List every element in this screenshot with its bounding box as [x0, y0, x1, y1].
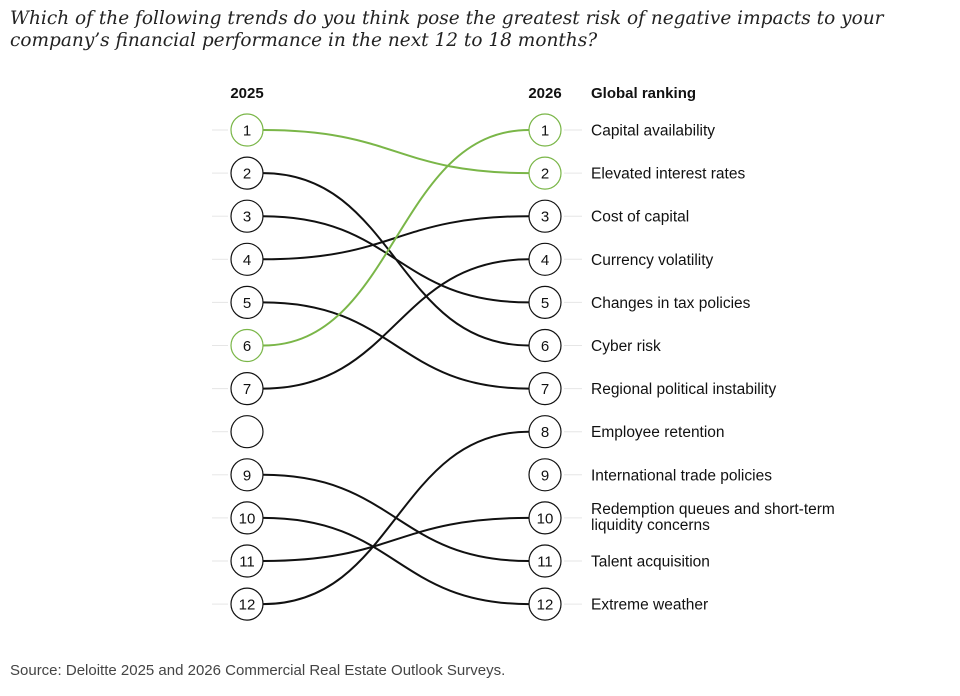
trend-label: Employee retention — [591, 424, 725, 441]
rank-circle-2026 — [528, 113, 562, 147]
header-global-ranking: Global ranking — [591, 85, 696, 102]
rank-number-2026: 2 — [541, 166, 549, 183]
rank-number-2026: 10 — [537, 510, 554, 527]
rank-circle-2026 — [528, 242, 562, 276]
chart-question-title: Which of the following trends do you thi… — [10, 8, 884, 51]
rank-circle-2025 — [230, 587, 264, 621]
connector-line — [262, 258, 530, 390]
rank-circle-2025 — [230, 501, 264, 535]
trend-label: Changes in tax policies — [591, 295, 751, 312]
rank-circle-2026 — [528, 285, 562, 319]
rank-number-2025: 10 — [239, 510, 256, 527]
rank-circle-2025 — [230, 285, 264, 319]
rank-circle-2026 — [528, 372, 562, 406]
rank-circle-2026 — [528, 156, 562, 190]
rank-number-2026: 1 — [541, 123, 549, 140]
header-2026: 2026 — [528, 85, 561, 102]
rank-circle-2026 — [528, 587, 562, 621]
rank-number-2025: 2 — [243, 166, 251, 183]
connector-line — [262, 301, 530, 390]
rank-number-2025: 1 — [243, 123, 251, 140]
rank-number-2026: 8 — [541, 424, 549, 441]
rank-number-2025: 7 — [243, 381, 251, 398]
rank-number-2025: 4 — [243, 252, 251, 269]
connector-line — [262, 129, 530, 347]
trend-label: Extreme weather — [591, 597, 708, 614]
header-2025: 2025 — [230, 85, 263, 102]
trend-label: Cost of capital — [591, 209, 689, 226]
rank-circle-2025 — [230, 156, 264, 190]
rank-number-2026: 5 — [541, 295, 549, 312]
trend-label: Currency volatility — [591, 252, 714, 269]
rank-number-2025: 5 — [243, 295, 251, 312]
rank-number-2025: 11 — [239, 554, 255, 571]
rank-circle-2026 — [528, 415, 562, 449]
rank-circle-2026 — [528, 501, 562, 535]
rank-number-2026: 11 — [537, 554, 553, 571]
rank-circle-2025 — [230, 242, 264, 276]
source-note: Source: Deloitte 2025 and 2026 Commercia… — [10, 662, 506, 679]
rank-circle-2025 — [230, 415, 264, 449]
rank-circle-2025 — [230, 458, 264, 492]
connector-line — [262, 516, 530, 606]
rank-circle-2025 — [230, 199, 264, 233]
connector-line — [262, 172, 530, 347]
rank-circle-2025 — [230, 544, 264, 578]
rank-circle-2026 — [528, 328, 562, 363]
connector-line — [262, 516, 530, 562]
rank-number-2025: 9 — [243, 467, 251, 484]
trend-label: Capital availability — [591, 123, 715, 140]
rank-number-2025: 3 — [243, 209, 251, 226]
rank-number-2025: 12 — [239, 597, 256, 614]
rank-number-2026: 12 — [537, 597, 554, 614]
rank-number-2026: 4 — [541, 252, 549, 269]
trend-label: Redemption queues and short-term liquidit… — [591, 501, 835, 534]
connector-line — [262, 473, 530, 562]
rank-number-2026: 6 — [541, 338, 549, 355]
rank-circle-2026 — [528, 544, 562, 578]
rank-number-2026: 9 — [541, 467, 549, 484]
connector-line — [262, 129, 530, 175]
trend-label: Elevated interest rates — [591, 166, 745, 183]
trend-label: International trade policies — [591, 467, 772, 484]
trend-label: Cyber risk — [591, 338, 661, 355]
rank-circle-2026 — [528, 199, 562, 233]
trend-label: Talent acquisition — [591, 554, 710, 571]
rank-circle-2025 — [230, 372, 264, 406]
rank-circle-2025 — [230, 113, 264, 147]
rank-number-2026: 7 — [541, 381, 549, 398]
trend-label: Regional political instability — [591, 381, 776, 398]
rank-circle-2026 — [528, 458, 562, 492]
rank-number-2026: 3 — [541, 209, 549, 226]
rank-number-2025: 6 — [243, 338, 251, 355]
rank-circle-2025 — [230, 328, 264, 363]
